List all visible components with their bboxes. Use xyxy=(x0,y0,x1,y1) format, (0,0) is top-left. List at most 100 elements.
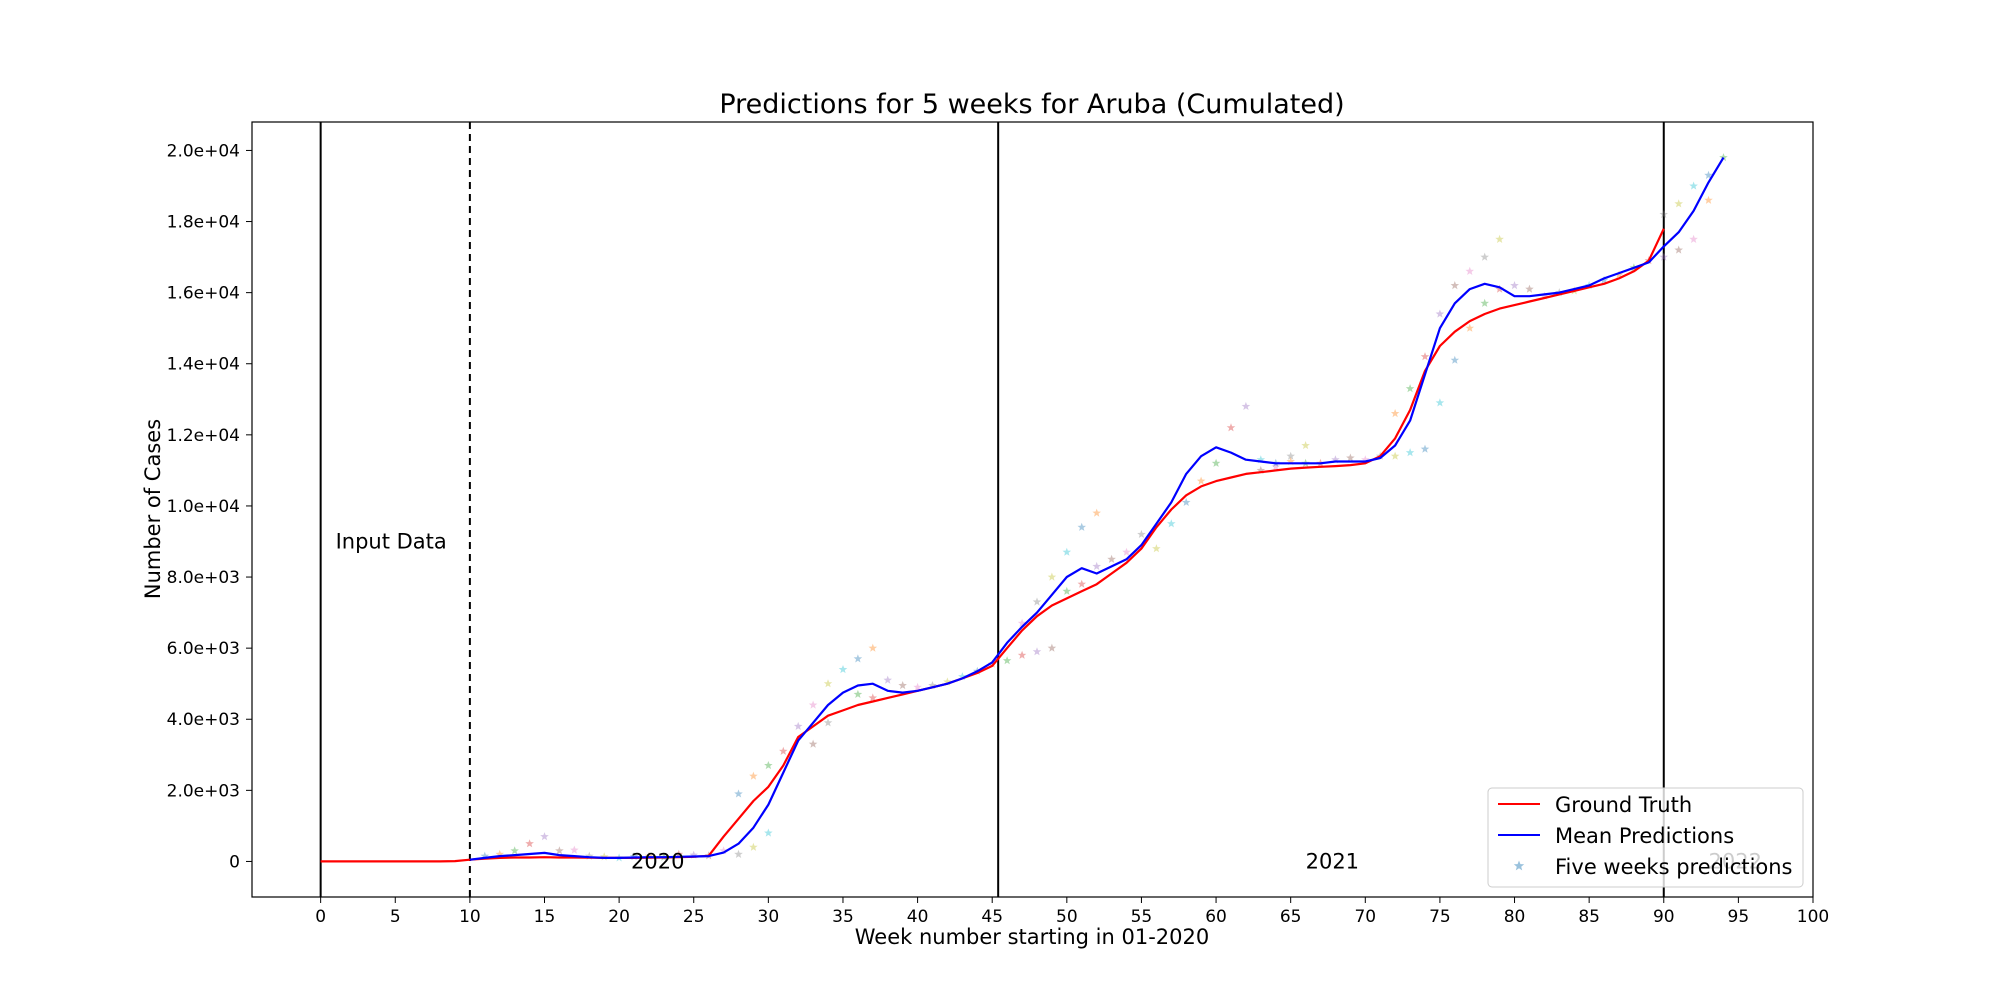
x-tick-label: 5 xyxy=(390,907,401,927)
x-tick-label: 35 xyxy=(832,907,854,927)
x-tick-label: 50 xyxy=(1056,907,1078,927)
x-axis-label: Week number starting in 01-2020 xyxy=(855,925,1209,949)
prediction-star xyxy=(1599,275,1609,284)
y-tick-label: 1.4e+04 xyxy=(167,355,240,375)
y-tick-label: 1.2e+04 xyxy=(167,426,240,446)
prediction-star xyxy=(1271,462,1280,471)
plot-area: Input Data202020212022 xyxy=(319,122,1762,897)
prediction-star xyxy=(1495,234,1504,243)
prediction-star xyxy=(599,852,609,861)
prediction-star xyxy=(987,659,997,668)
y-tick-label: 1.8e+04 xyxy=(167,213,240,233)
prediction-star xyxy=(1450,355,1460,364)
prediction-star xyxy=(1420,444,1430,453)
y-axis-ticks: 0 2.0e+03 4.0e+03 6.0e+03 8.0e+03 1.0e+04 1.2e… xyxy=(167,141,252,872)
prediction-star xyxy=(853,689,863,698)
prediction-star xyxy=(793,721,803,730)
prediction-star xyxy=(1077,522,1086,531)
prediction-star xyxy=(734,789,743,798)
prediction-star xyxy=(495,849,504,858)
prediction-star xyxy=(779,746,788,755)
x-tick-label: 25 xyxy=(683,907,705,927)
prediction-star xyxy=(823,679,833,688)
x-tick-label: 85 xyxy=(1578,907,1600,927)
prediction-star xyxy=(1465,323,1474,332)
prediction-star xyxy=(1480,252,1489,261)
prediction-star xyxy=(868,693,878,702)
prediction-star xyxy=(1241,401,1251,410)
x-tick-label: 70 xyxy=(1354,907,1376,927)
prediction-star xyxy=(1077,579,1086,588)
x-tick-label: 95 xyxy=(1728,907,1750,927)
prediction-star xyxy=(958,672,967,681)
x-tick-label: 80 xyxy=(1504,907,1526,927)
mean-predictions-line xyxy=(469,157,1725,861)
prediction-star xyxy=(510,846,519,855)
prediction-star xyxy=(1286,451,1295,460)
y-axis-label: Number of Cases xyxy=(141,419,165,599)
y-tick-label: 8.0e+03 xyxy=(167,568,240,588)
y-tick-label: 2.0e+04 xyxy=(167,141,240,161)
prediction-star xyxy=(1002,656,1012,665)
x-tick-label: 10 xyxy=(459,907,481,927)
x-tick-label: 60 xyxy=(1205,907,1227,927)
prediction-star xyxy=(525,839,534,848)
x-tick-label: 15 xyxy=(534,907,556,927)
prediction-star xyxy=(1689,181,1698,190)
prediction-star xyxy=(555,846,564,855)
prediction-star xyxy=(1017,650,1027,659)
prediction-stars xyxy=(480,153,1728,862)
prediction-star xyxy=(1211,458,1221,467)
prediction-star xyxy=(883,675,892,684)
x-tick-label: 90 xyxy=(1653,907,1675,927)
legend-frame xyxy=(1487,787,1804,888)
x-tick-label: 65 xyxy=(1280,907,1302,927)
prediction-star xyxy=(1704,170,1713,179)
prediction-star xyxy=(629,852,639,861)
x-tick-label: 100 xyxy=(1797,907,1829,927)
prediction-star xyxy=(1420,352,1430,361)
prediction-star xyxy=(734,849,743,858)
prediction-star xyxy=(1450,281,1460,290)
prediction-star xyxy=(1689,234,1698,243)
prediction-star xyxy=(1659,209,1668,219)
prediction-star xyxy=(1674,199,1683,208)
prediction-star xyxy=(1137,529,1146,538)
legend-star-marker xyxy=(1513,860,1525,871)
plot-frame xyxy=(251,121,1814,898)
x-tick-label: 40 xyxy=(907,907,929,927)
prediction-star xyxy=(1480,298,1489,307)
x-axis-ticks: 0 5 10 15 20 25 30 35 40 45 50 55 60 65 70 75 80 85 90 95 10… xyxy=(315,897,1829,927)
x-tick-label: 55 xyxy=(1131,907,1153,927)
prediction-star xyxy=(1510,281,1519,290)
prediction-star xyxy=(1435,398,1445,407)
prediction-star xyxy=(1256,455,1266,464)
legend-swatch-star-icon xyxy=(1513,860,1525,871)
vertical-lines xyxy=(319,122,1665,897)
prediction-star xyxy=(749,771,758,780)
prediction-star xyxy=(868,643,878,652)
prediction-star xyxy=(1361,455,1370,464)
prediction-star xyxy=(913,682,922,691)
x-tick-label: 0 xyxy=(315,907,326,927)
prediction-star xyxy=(1226,423,1236,432)
prediction-star xyxy=(585,851,594,860)
legend-label-mean-predictions: Mean Predictions xyxy=(1555,824,1734,848)
prediction-star xyxy=(1092,508,1101,517)
prediction-star xyxy=(1032,647,1042,656)
prediction-star xyxy=(1062,586,1072,595)
prediction-star xyxy=(644,851,654,860)
prediction-star xyxy=(1092,561,1101,570)
prediction-star xyxy=(674,849,684,858)
prediction-star xyxy=(1256,465,1266,474)
y-tick-label: 6.0e+03 xyxy=(167,639,240,659)
y-tick-label: 1.6e+04 xyxy=(167,284,240,304)
prediction-star xyxy=(1047,643,1057,652)
prediction-star xyxy=(1525,284,1534,293)
prediction-star xyxy=(540,832,549,841)
prediction-star xyxy=(1704,195,1713,204)
prediction-star xyxy=(898,681,907,690)
prediction-star xyxy=(1674,245,1683,254)
prediction-star xyxy=(1062,547,1072,556)
